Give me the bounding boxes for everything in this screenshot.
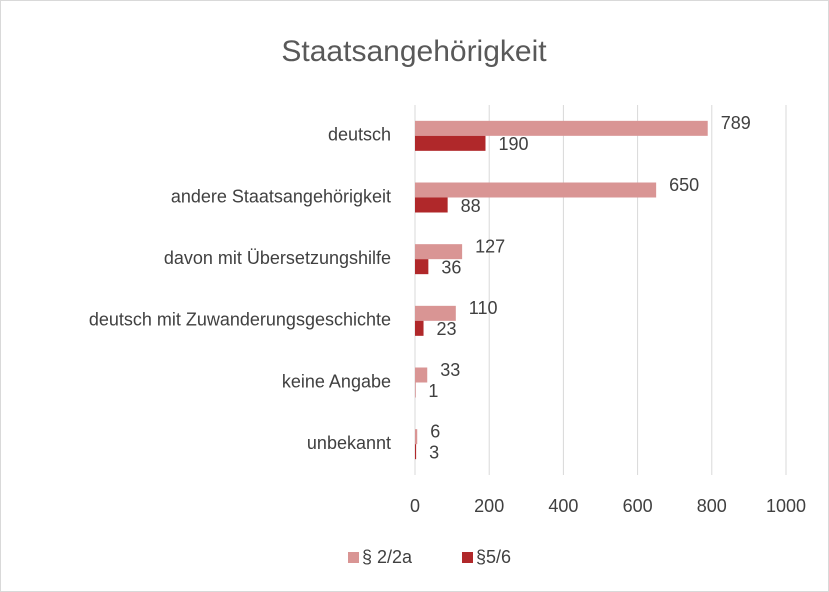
bar — [415, 444, 417, 460]
data-label: 1 — [428, 381, 438, 401]
data-label: 3 — [429, 442, 439, 462]
legend-swatch — [462, 552, 473, 563]
x-tick-label: 600 — [623, 496, 653, 516]
data-label: 190 — [498, 134, 528, 154]
bar — [415, 305, 456, 321]
x-tick-label: 200 — [474, 496, 504, 516]
data-label: 33 — [440, 360, 460, 380]
bar — [415, 244, 463, 260]
data-label: 110 — [469, 298, 498, 318]
data-label: 36 — [441, 257, 461, 277]
x-tick-label: 1000 — [766, 496, 806, 516]
bar — [415, 182, 657, 198]
data-label: 88 — [461, 196, 481, 216]
data-label: 6 — [430, 421, 440, 441]
bar — [415, 120, 708, 136]
legend-swatch — [348, 552, 359, 563]
y-tick-label: deutsch mit Zuwanderungsgeschichte — [89, 310, 391, 330]
chart-title: Staatsangehörigkeit — [281, 35, 547, 68]
y-tick-label: andere Staatsangehörigkeit — [171, 186, 391, 206]
data-label: 650 — [669, 175, 699, 195]
bar — [415, 367, 428, 383]
y-tick-label: davon mit Übersetzungshilfe — [164, 248, 391, 268]
data-label: 789 — [721, 113, 751, 133]
x-tick-label: 0 — [410, 496, 420, 516]
y-tick-label: unbekannt — [307, 433, 391, 453]
bar — [415, 320, 424, 336]
data-label: 127 — [475, 236, 505, 256]
y-tick-label: deutsch — [328, 125, 391, 145]
data-label: 23 — [437, 319, 457, 339]
bar — [415, 197, 448, 213]
x-tick-label: 400 — [548, 496, 578, 516]
bar — [415, 259, 429, 275]
bar — [415, 135, 486, 151]
legend-label: § 2/2a — [362, 547, 413, 567]
y-tick-label: keine Angabe — [282, 371, 391, 391]
legend-label: §5/6 — [476, 547, 511, 567]
bar — [415, 429, 418, 445]
x-tick-label: 800 — [697, 496, 727, 516]
